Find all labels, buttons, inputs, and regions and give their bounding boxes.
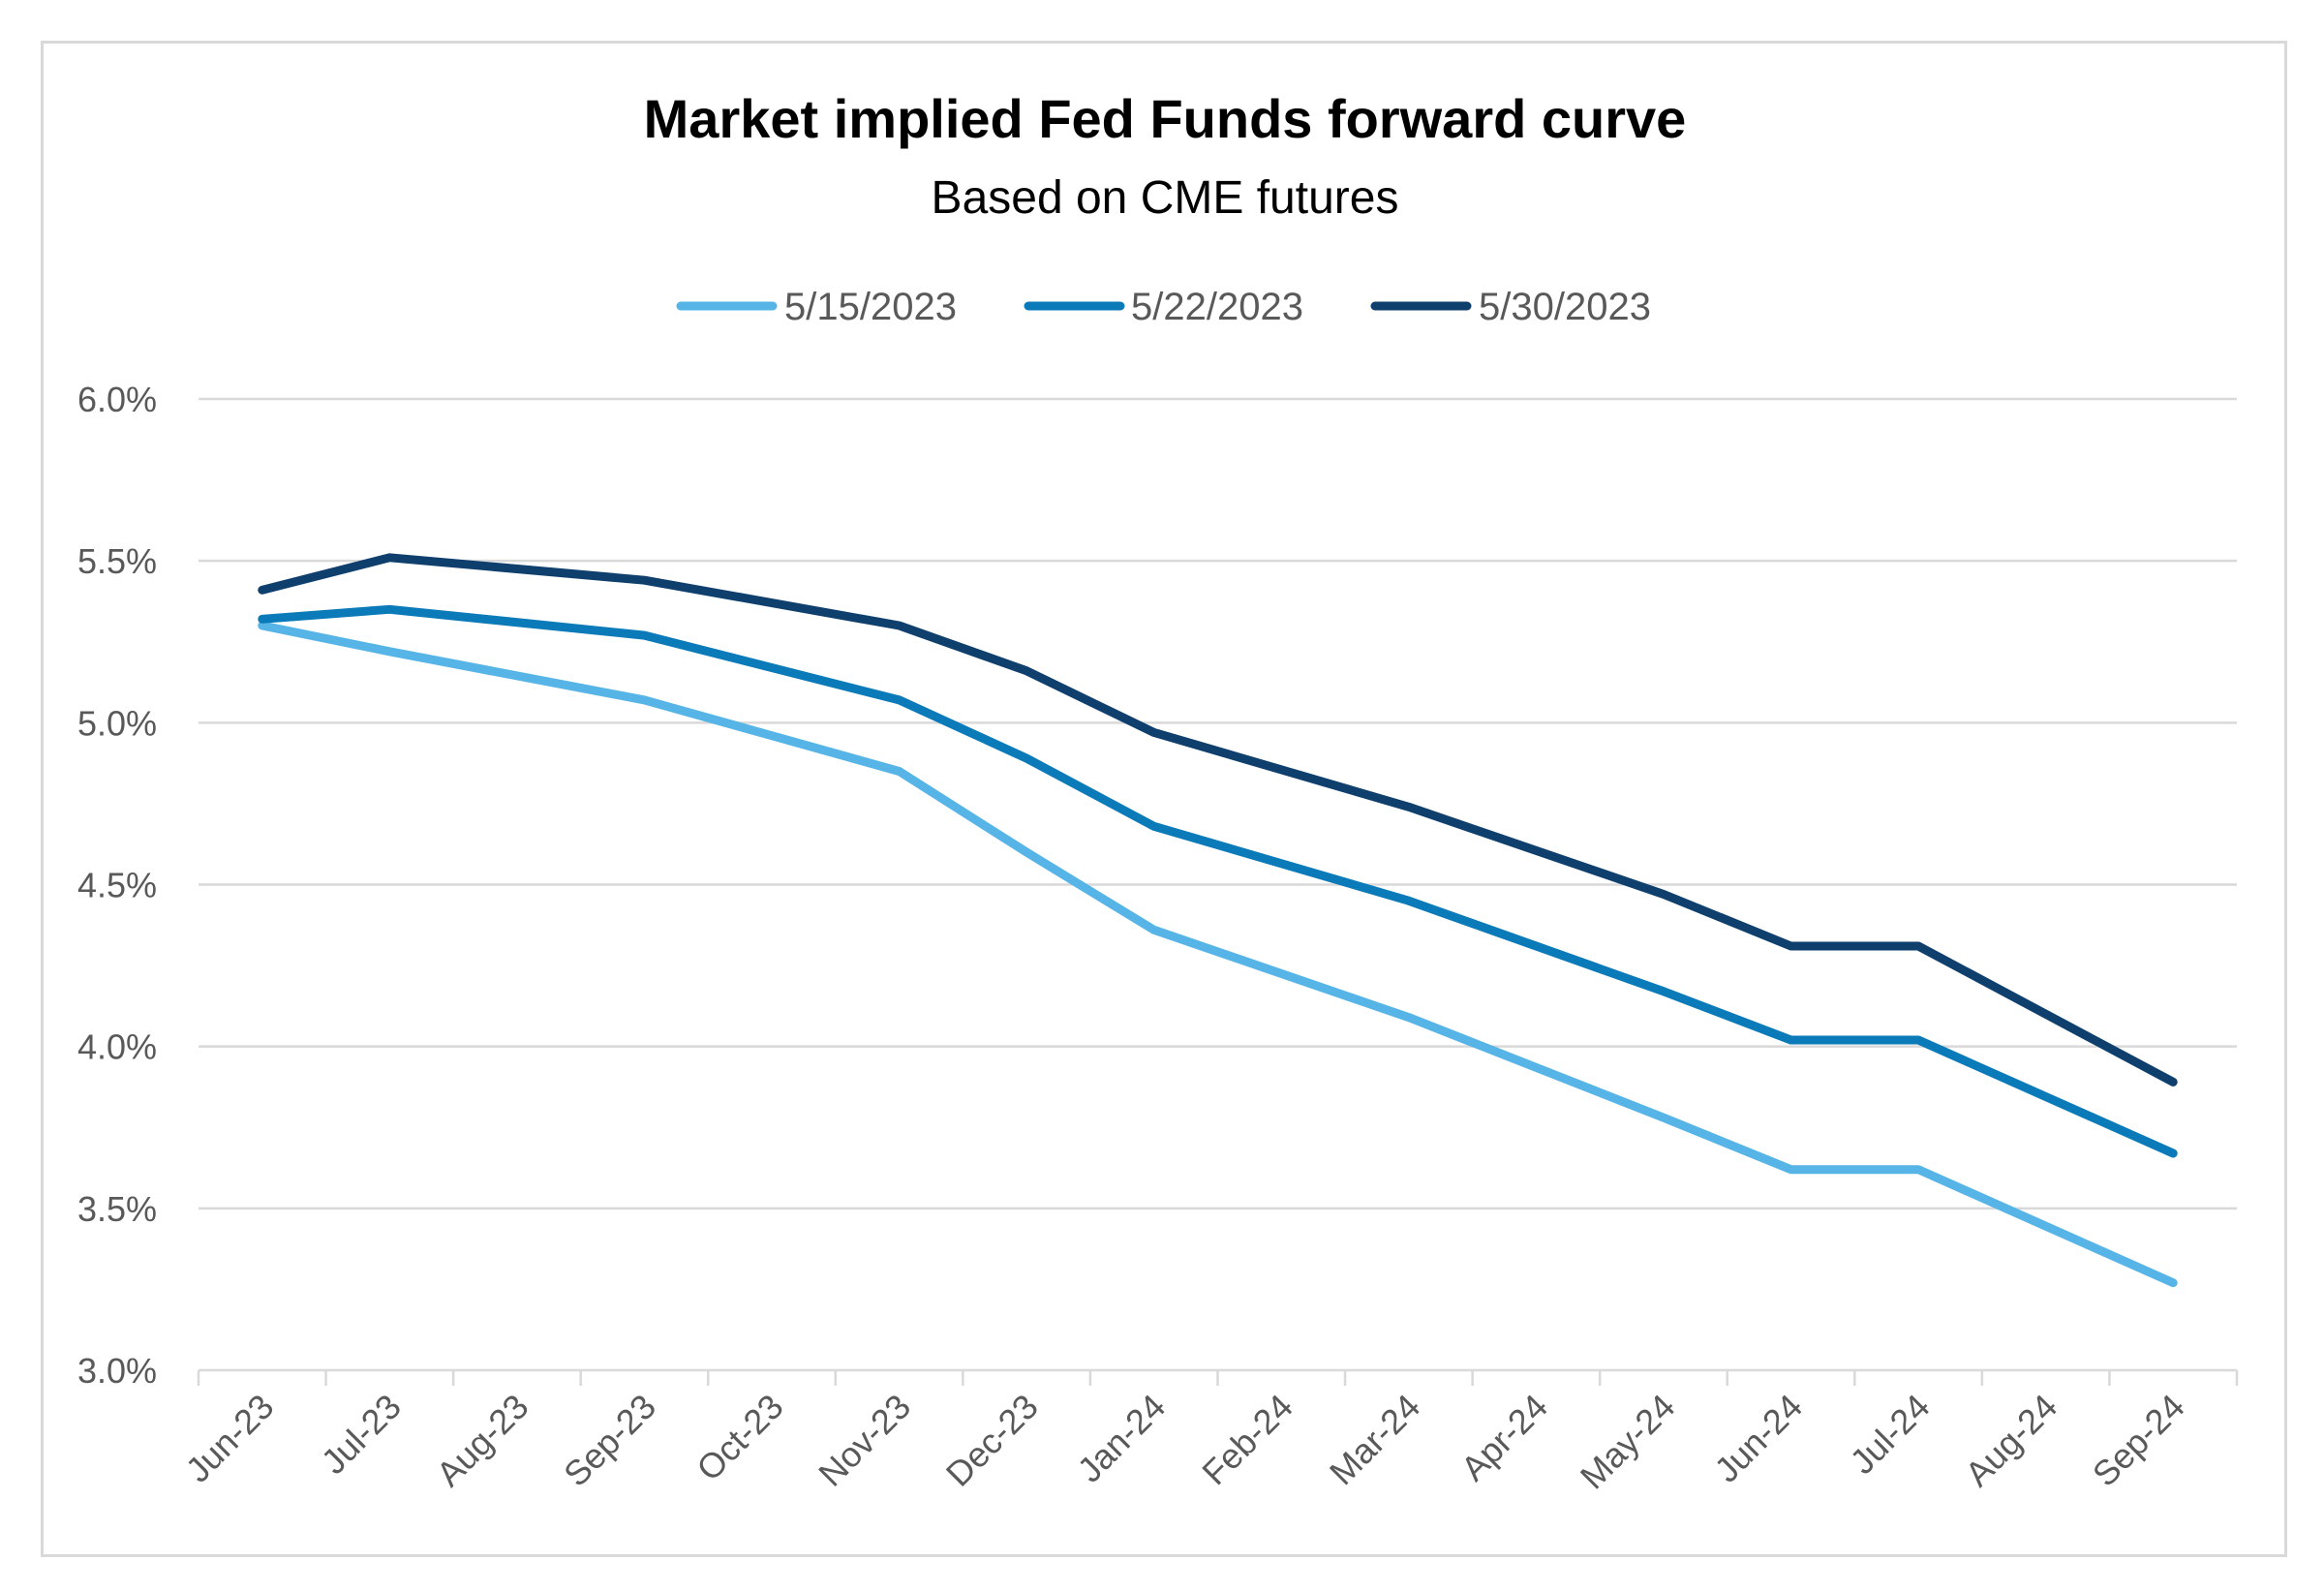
x-tick-label: Aug-24 bbox=[1957, 1387, 2064, 1494]
y-tick-label: 5.0% bbox=[77, 703, 157, 743]
legend: 5/15/2023 5/22/2023 5/30/2023 bbox=[676, 286, 1651, 328]
chart-subtitle: Based on CME futures bbox=[932, 172, 1399, 224]
y-tick-label: 4.0% bbox=[77, 1027, 157, 1067]
x-tick-label: Nov-23 bbox=[810, 1387, 918, 1494]
x-tick-label: May-24 bbox=[1573, 1387, 1683, 1497]
x-tick-label: Feb-24 bbox=[1194, 1387, 1300, 1493]
y-tick-label: 3.0% bbox=[77, 1351, 157, 1391]
x-tick-label: Mar-24 bbox=[1322, 1387, 1428, 1493]
y-axis: 3.0% 3.5% 4.0% 4.5% 5.0% 5.5% 6.0% bbox=[77, 380, 157, 1391]
y-tick-label: 6.0% bbox=[77, 380, 157, 419]
x-tick-label: Jul-24 bbox=[1842, 1387, 1937, 1482]
x-tick-label: Jun-23 bbox=[178, 1387, 282, 1490]
legend-label: 5/15/2023 bbox=[784, 286, 957, 328]
x-tick-label: Jun-24 bbox=[1706, 1387, 1810, 1490]
series-line bbox=[258, 553, 2178, 1087]
y-tick-label: 5.5% bbox=[77, 541, 157, 581]
gridlines bbox=[199, 397, 2237, 1210]
x-tick-label: Aug-23 bbox=[428, 1387, 535, 1494]
series-line bbox=[258, 604, 2178, 1158]
x-tick-label: Sep-23 bbox=[556, 1387, 663, 1494]
x-tick-label: Sep-24 bbox=[2085, 1387, 2192, 1494]
legend-label: 5/22/2023 bbox=[1131, 286, 1303, 328]
y-tick-label: 3.5% bbox=[77, 1189, 157, 1229]
series-lines bbox=[258, 553, 2178, 1288]
x-axis: Jun-23 Jul-23 Aug-23 Sep-23 Oct-23 Nov-23 Dec-… bbox=[178, 1368, 2239, 1497]
x-tick-label: Jul-23 bbox=[314, 1387, 409, 1482]
chart-title: Market implied Fed Funds forward curve bbox=[644, 88, 1687, 149]
x-tick-label: Apr-24 bbox=[1453, 1387, 1555, 1488]
x-tick-label: Dec-23 bbox=[938, 1387, 1046, 1494]
x-tick-label: Oct-23 bbox=[688, 1387, 790, 1488]
chart-frame bbox=[41, 41, 2287, 1557]
y-tick-label: 4.5% bbox=[77, 866, 157, 905]
legend-label: 5/30/2023 bbox=[1479, 286, 1651, 328]
series-line bbox=[258, 621, 2178, 1288]
x-tick-label: Jan-24 bbox=[1070, 1387, 1174, 1490]
